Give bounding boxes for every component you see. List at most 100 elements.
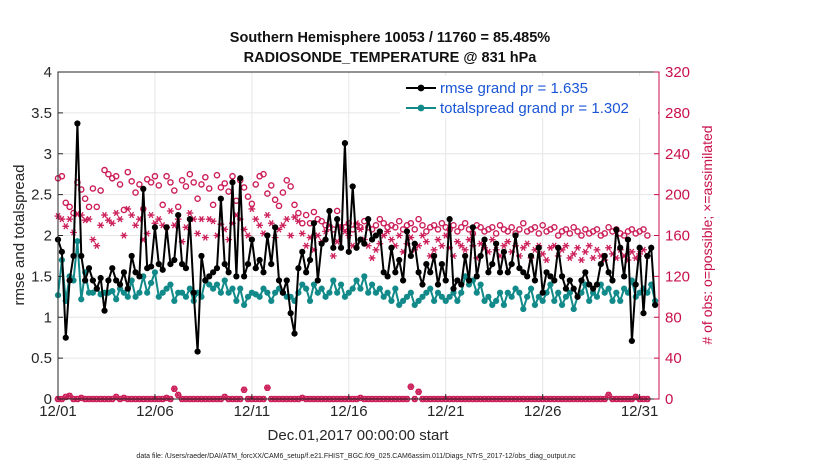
obs-possible-point xyxy=(213,171,221,179)
totalspread-point xyxy=(167,281,174,288)
rmse-point xyxy=(260,269,267,276)
asterisk-stroke xyxy=(365,242,371,249)
totalspread-point xyxy=(357,285,364,292)
rmse-point xyxy=(431,252,438,260)
obs-assimilated-asterisk xyxy=(194,230,201,237)
totalspread-point xyxy=(159,289,166,296)
obs-possible-point xyxy=(531,224,539,231)
rmse-point xyxy=(186,216,193,223)
obs-low-asterisk xyxy=(174,391,182,399)
obs-possible-point xyxy=(105,170,112,178)
totalspread-point xyxy=(124,293,131,300)
x-tick-label: 12/31 xyxy=(621,403,659,420)
obs-possible-point xyxy=(174,203,182,211)
obs-assimilated-asterisk xyxy=(628,248,636,256)
totalspread-point xyxy=(186,285,193,292)
legend-rmse-marker xyxy=(417,84,425,92)
asterisk-stroke xyxy=(571,250,577,258)
obs-assimilated-asterisk xyxy=(457,242,465,249)
obs-assimilated-asterisk xyxy=(116,215,124,223)
obs-assimilated-asterisk xyxy=(132,222,139,229)
totalspread-point xyxy=(438,293,445,300)
rmse-point xyxy=(427,269,434,276)
obs-possible-point xyxy=(267,182,275,189)
obs-assimilated-asterisk xyxy=(566,254,574,262)
totalspread-point xyxy=(229,285,236,292)
obs-possible-point xyxy=(202,173,209,181)
asterisk-stroke xyxy=(389,236,394,243)
rmse-point xyxy=(388,244,395,251)
obs-assimilated-asterisk xyxy=(453,238,461,245)
obs-possible-point xyxy=(62,199,70,207)
rmse-point xyxy=(558,273,566,280)
totalspread-point xyxy=(372,289,380,296)
obs-possible-point xyxy=(186,170,194,178)
rmse-point xyxy=(485,269,492,276)
totalspread-point xyxy=(504,289,511,296)
left-axis-ticks: 0 0.5 1 1.5 2 2.5 3 3.5 4 xyxy=(31,64,63,408)
rmse-point xyxy=(295,265,302,272)
left-tick-label: 1.5 xyxy=(31,268,52,285)
obs-assimilated-asterisk xyxy=(279,222,287,229)
rmse-point xyxy=(357,236,364,243)
obs-possible-point xyxy=(496,221,504,229)
totalspread-point xyxy=(368,281,376,288)
obs-assimilated-asterisk xyxy=(562,242,570,249)
totalspread-point xyxy=(570,305,577,313)
asterisk-stroke xyxy=(427,252,433,260)
totalspread-point xyxy=(151,269,159,276)
asterisk-stroke xyxy=(598,252,604,260)
totalspread-point xyxy=(244,293,252,300)
rmse-point xyxy=(337,244,345,251)
asterisk-stroke xyxy=(67,392,73,400)
totalspread-point xyxy=(314,289,321,296)
asterisk-stroke xyxy=(210,217,216,225)
totalspread-point xyxy=(388,297,395,304)
totalspread-point xyxy=(330,277,337,284)
obs-assimilated-asterisk xyxy=(112,209,120,217)
asterisk-stroke xyxy=(160,222,166,229)
asterisk-stroke xyxy=(280,222,286,229)
totalspread-point xyxy=(454,297,461,304)
asterisk-stroke xyxy=(195,230,201,237)
obs-assimilated-asterisk xyxy=(248,205,256,213)
totalspread-point xyxy=(310,281,318,288)
asterisk-stroke xyxy=(462,246,468,254)
asterisk-stroke xyxy=(369,254,375,262)
obs-possible-point xyxy=(295,209,302,217)
left-tick-label: 1 xyxy=(44,309,52,326)
totalspread-point xyxy=(178,289,186,296)
rmse-point xyxy=(175,211,182,219)
obs-assimilated-asterisk xyxy=(372,246,380,254)
asterisk-stroke xyxy=(241,386,247,394)
obs-possible-point xyxy=(209,201,217,209)
rmse-point xyxy=(531,277,539,284)
rmse-point xyxy=(555,244,562,251)
right-tick-label: 0 xyxy=(665,391,673,408)
rmse-point xyxy=(190,289,197,296)
totalspread-point xyxy=(396,301,403,309)
rmse-point xyxy=(151,224,159,231)
totalspread-point xyxy=(442,297,449,304)
obs-possible-point xyxy=(620,232,628,239)
rmse-point xyxy=(562,285,570,292)
totalspread-point xyxy=(605,285,612,292)
obs-possible-point xyxy=(457,224,465,231)
asterisk-stroke xyxy=(105,216,111,224)
totalspread-point xyxy=(136,289,143,296)
chart-title-line2: RADIOSONDE_TEMPERATURE @ 831 hPa xyxy=(244,50,538,66)
obs-low-asterisk xyxy=(263,384,271,392)
asterisk-stroke xyxy=(559,246,565,254)
totalspread-point xyxy=(407,289,414,296)
rmse-point xyxy=(520,269,527,276)
obs-possible-point xyxy=(287,183,294,190)
rmse-point xyxy=(334,216,341,223)
rmse-point xyxy=(570,285,577,292)
rmse-point xyxy=(217,195,224,202)
obs-assimilated-asterisk xyxy=(543,256,550,264)
totalspread-point xyxy=(500,301,508,309)
obs-possible-point xyxy=(283,177,291,184)
rmse-point xyxy=(85,265,93,272)
obs-possible-point xyxy=(415,215,422,223)
